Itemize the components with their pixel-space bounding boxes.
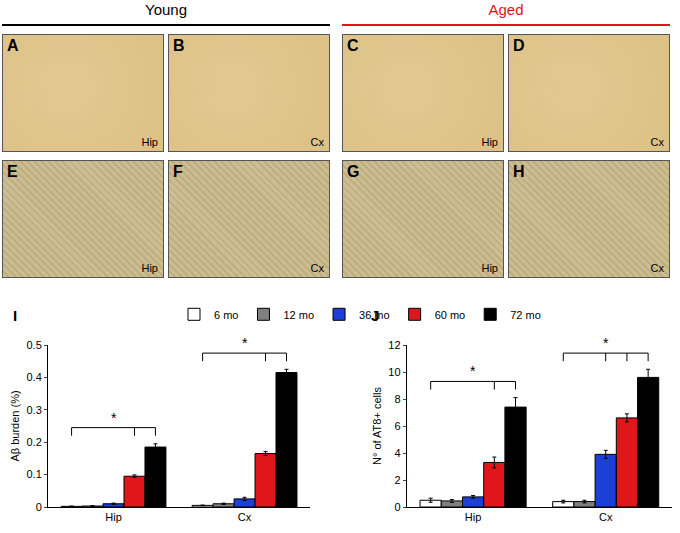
svg-text:2: 2 xyxy=(394,474,400,486)
html-text:D: D xyxy=(513,37,525,54)
svg-text:Aβ burden (%): Aβ burden (%) xyxy=(9,390,21,461)
svg-text:0.3: 0.3 xyxy=(27,404,42,416)
html-text:Cx: Cx xyxy=(310,136,324,148)
html-text:Cx: Cx xyxy=(650,136,664,148)
html-text:Hip: Hip xyxy=(141,262,158,274)
svg-text:Cx: Cx xyxy=(238,511,252,523)
html-text:Aged: Aged xyxy=(488,1,524,18)
html-text:A: A xyxy=(7,37,19,54)
svg-text:*: * xyxy=(242,335,248,351)
svg-text:72 mo: 72 mo xyxy=(510,309,541,321)
svg-text:6: 6 xyxy=(394,420,400,432)
html-text:B: B xyxy=(173,37,185,54)
svg-text:0.5: 0.5 xyxy=(27,339,42,351)
svg-text:Cx: Cx xyxy=(599,511,613,523)
html-text:Hip: Hip xyxy=(481,262,498,274)
svg-text:12: 12 xyxy=(388,339,400,351)
svg-text:Hip: Hip xyxy=(105,511,122,523)
svg-text:0.2: 0.2 xyxy=(27,436,42,448)
html-text:Hip: Hip xyxy=(481,136,498,148)
svg-text:0.1: 0.1 xyxy=(27,468,42,480)
html-text:E: E xyxy=(7,163,18,180)
svg-text:10: 10 xyxy=(388,366,400,378)
svg-text:*: * xyxy=(603,335,609,351)
svg-text:0: 0 xyxy=(36,501,42,513)
html-text:F: F xyxy=(173,163,183,180)
html-text:Cx: Cx xyxy=(310,262,324,274)
svg-text:12 mo: 12 mo xyxy=(283,309,314,321)
svg-text:J: J xyxy=(371,307,379,324)
html-text:Young: Young xyxy=(145,1,187,18)
svg-text:*: * xyxy=(111,410,117,426)
svg-text:I: I xyxy=(13,307,17,324)
svg-text:4: 4 xyxy=(394,447,400,459)
svg-text:*: * xyxy=(470,363,476,379)
svg-text:Hip: Hip xyxy=(465,511,482,523)
svg-text:N° of AT8+ cells: N° of AT8+ cells xyxy=(371,387,383,465)
html-text:H: H xyxy=(513,163,525,180)
svg-text:0.4: 0.4 xyxy=(27,371,42,383)
html-text:Cx: Cx xyxy=(650,262,664,274)
html-text:Hip: Hip xyxy=(141,136,158,148)
html-text:G: G xyxy=(347,163,360,180)
svg-text:8: 8 xyxy=(394,393,400,405)
svg-text:0: 0 xyxy=(394,501,400,513)
svg-text:36 mo: 36 mo xyxy=(359,309,390,321)
html-text:C: C xyxy=(347,37,359,54)
svg-text:6 mo: 6 mo xyxy=(214,309,238,321)
svg-text:60 mo: 60 mo xyxy=(435,309,466,321)
